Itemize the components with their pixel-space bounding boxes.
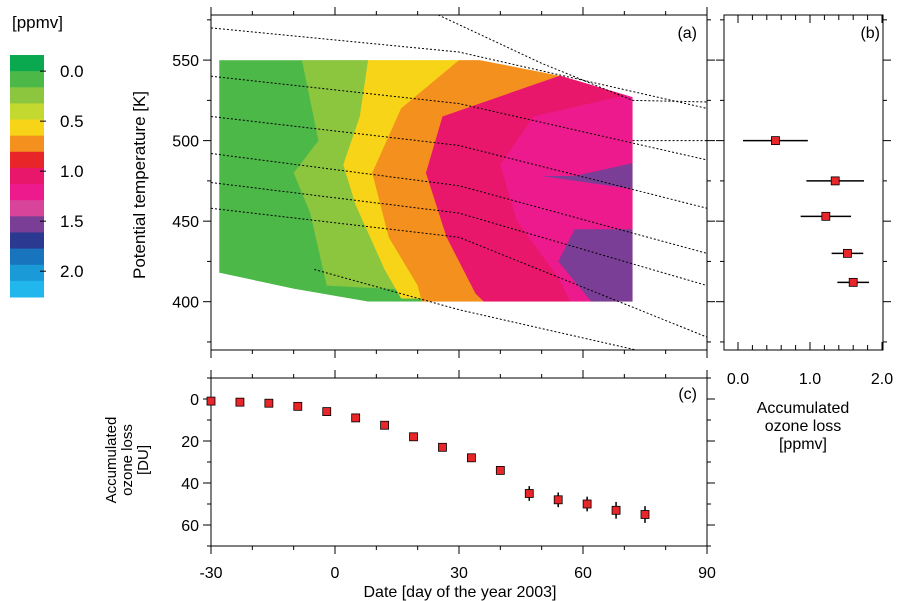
data-point <box>611 505 621 515</box>
data-point <box>640 510 650 519</box>
colorbar-band <box>10 71 44 88</box>
data-point <box>830 176 840 186</box>
field-mask <box>632 15 707 350</box>
y-tick-label: 450 <box>172 214 199 231</box>
y-tick-label: 20 <box>181 434 199 451</box>
x-tick-label: 2.0 <box>871 371 893 388</box>
x-tick-label: 60 <box>574 565 592 582</box>
colorbar-tick-label: 0.0 <box>60 62 84 81</box>
panel-c-label: (c) <box>678 386 697 403</box>
colorbar-band <box>10 119 44 137</box>
data-point <box>495 465 505 475</box>
panel-b-ticks: 0.0 1.0 2.0 <box>716 15 893 388</box>
panel-a-ticks: 400 450 500 550 <box>172 7 715 358</box>
panel-a-ylabel: Potential temperature [K] <box>130 91 149 279</box>
colorbar-band <box>10 151 44 169</box>
colorbar-band <box>10 55 44 72</box>
dotted-line <box>211 115 707 209</box>
x-tick-label: 1.0 <box>799 371 821 388</box>
colorbar-tick-label: 1.0 <box>60 162 84 181</box>
colorbar-band <box>10 103 44 121</box>
colorbar-band <box>10 264 44 282</box>
panel-c-frame <box>210 377 708 547</box>
colorbar-band <box>10 200 44 217</box>
x-tick-label: 0.0 <box>727 371 749 388</box>
dotted-line <box>211 75 707 161</box>
dotted-line <box>211 207 707 338</box>
ozone-loss-field <box>211 15 707 350</box>
colorbar-band <box>10 216 44 233</box>
descent-dotted-lines <box>211 15 707 350</box>
data-point <box>466 453 476 463</box>
colorbar-band <box>10 248 44 266</box>
colorbar-unit-label: [ppmv] <box>12 13 63 32</box>
data-point <box>524 489 534 498</box>
colorbar-band <box>10 167 44 185</box>
colorbar-band <box>10 87 44 104</box>
dotted-line <box>438 15 707 103</box>
data-point <box>322 407 332 417</box>
panel-b-xlabel-line-2: ozone loss <box>765 418 842 435</box>
data-point <box>438 442 447 452</box>
dotted-line <box>211 27 707 109</box>
data-point <box>582 499 592 509</box>
panel-c-points <box>206 396 650 523</box>
colorbar-band <box>10 184 44 201</box>
panel-b: 0.0 1.0 2.0 (b) Accumulated ozone loss [pp… <box>716 14 893 453</box>
y-tick-label: 0 <box>190 392 199 409</box>
colorbar-band <box>10 135 44 153</box>
data-point <box>235 397 245 407</box>
panel-c: -30 0 30 60 90 0 20 40 60 (c) Date [day of the y… <box>103 370 716 601</box>
dotted-line <box>211 182 707 287</box>
dotted-line <box>211 153 707 254</box>
colorbar-tick-label: 2.0 <box>60 262 84 281</box>
data-point <box>848 277 858 287</box>
panel-b-frame <box>723 14 884 351</box>
x-tick-label: 30 <box>450 565 468 582</box>
data-point <box>843 248 852 258</box>
panel-c-ticks: -30 0 30 60 90 0 20 40 60 <box>181 370 716 582</box>
panel-a: 400 450 500 550 (a) Potential temperature [… <box>130 7 715 358</box>
field-region <box>541 163 633 189</box>
x-tick-label: -30 <box>199 565 222 582</box>
colorbar-tick-label: 1.5 <box>60 212 84 231</box>
x-tick-label: 0 <box>331 565 340 582</box>
data-point <box>821 211 831 221</box>
data-point <box>206 396 216 406</box>
panel-b-points <box>743 136 870 287</box>
data-point <box>264 398 274 408</box>
panel-c-ylabel-line-3: [DU] <box>135 445 152 475</box>
data-point <box>553 495 563 505</box>
panel-c-xlabel: Date [day of the year 2003] <box>363 584 556 601</box>
panel-b-xlabel-line-3: [ppmv] <box>779 436 827 453</box>
field-mask <box>211 272 707 350</box>
data-point <box>409 432 418 442</box>
y-tick-label: 40 <box>181 476 199 493</box>
colorbar-tick-label: 0.5 <box>60 112 84 131</box>
y-tick-label: 550 <box>172 53 199 70</box>
colorbar-band <box>10 280 44 298</box>
data-point <box>771 136 780 146</box>
y-tick-label: 500 <box>172 134 199 151</box>
x-tick-label: 90 <box>698 565 716 582</box>
field-mask <box>211 15 707 98</box>
data-point <box>380 420 390 430</box>
colorbar-ticks: 0.0 0.5 1.0 1.5 2.0 <box>40 62 84 281</box>
colorbar: [ppmv] 0.0 0.5 1.0 1.5 2.0 <box>10 13 84 298</box>
colorbar-bands <box>10 55 44 298</box>
y-tick-label: 400 <box>172 295 199 312</box>
data-point <box>351 413 361 423</box>
data-point <box>293 401 303 411</box>
panel-b-xlabel-line-1: Accumulated <box>757 400 850 417</box>
colorbar-band <box>10 232 44 250</box>
panel-b-label: (b) <box>860 25 880 42</box>
panel-a-label: (a) <box>677 25 697 42</box>
panel-c-ylabel-line-1: Accumulated <box>103 417 120 504</box>
y-tick-label: 60 <box>181 518 199 535</box>
panel-c-ylabel-line-2: ozone loss <box>119 424 136 496</box>
